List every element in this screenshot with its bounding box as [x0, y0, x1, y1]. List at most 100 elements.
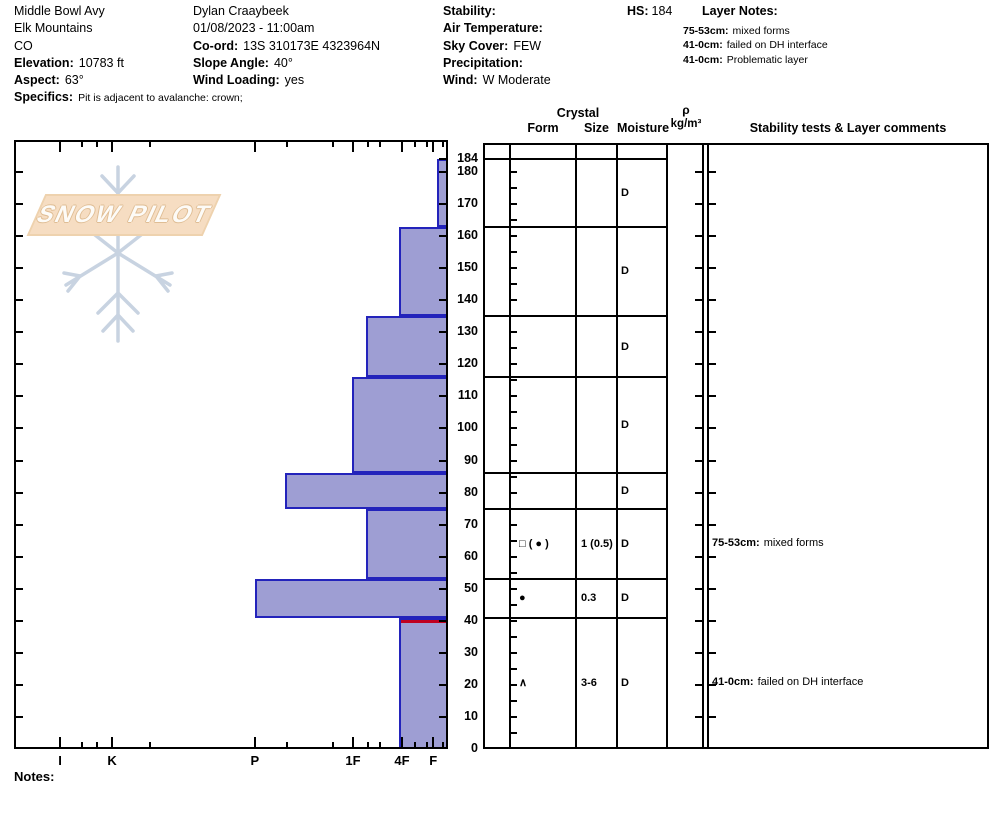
layer-bar-135-116cm — [365, 316, 448, 378]
notes-label: Notes: — [14, 769, 55, 784]
moisture-cell-0: D — [621, 186, 629, 199]
density-column-depth-tick — [695, 459, 702, 462]
density-column-depth-tick — [695, 395, 702, 398]
y-axis-label-0: 0 — [471, 741, 478, 755]
form-column-depth-tick — [511, 475, 517, 478]
moisture-cell-4: D — [621, 484, 629, 497]
y-axis-label-140: 140 — [457, 292, 478, 307]
layer-boundary-line-135cm — [483, 315, 667, 318]
form-column-depth-tick — [511, 443, 517, 446]
specifics-value: Pit is adjacent to avalanche: crown; — [78, 92, 243, 105]
form-column-depth-tick — [511, 635, 517, 638]
range-text: Elk Mountains — [14, 21, 93, 36]
y-axis-label-10: 10 — [464, 708, 478, 723]
wind-label: Wind: — [443, 73, 478, 88]
stability-column-depth-tick — [709, 267, 716, 270]
density-column-depth-tick — [695, 427, 702, 430]
stability-column-depth-tick — [709, 299, 716, 302]
moisture-cell-2: D — [621, 340, 629, 353]
layer-comment-text: failed on DH interface — [757, 676, 864, 689]
layer-note-range: 41-0cm: — [683, 39, 723, 52]
y-axis-label-90: 90 — [464, 452, 478, 467]
layer-note: 41-0cm: failed on DH interface — [683, 38, 828, 52]
y-axis-label-150: 150 — [457, 260, 478, 275]
layer-comment-7: 41-0cm: failed on DH interface — [712, 676, 863, 689]
density-column-depth-tick — [695, 587, 702, 590]
hardness-minor-tick — [148, 142, 151, 147]
density-column-depth-tick — [695, 299, 702, 302]
hardness-minor-tick — [367, 742, 370, 747]
hardness-minor-tick — [378, 142, 381, 147]
y-axis-label-30: 30 — [464, 644, 478, 659]
air-temp-row: Air Temperature: — [443, 20, 551, 37]
size-column-header: Size — [583, 121, 609, 135]
wind-loading-row: Wind Loading: yes — [193, 72, 380, 89]
stability-column-depth-tick — [709, 235, 716, 238]
observer-text: Dylan Craaybeek — [193, 4, 289, 18]
table-top-line — [483, 143, 988, 145]
crystal-column-header: Crystal — [556, 106, 600, 120]
x-axis-label-F: F — [429, 753, 438, 768]
hardness-minor-tick — [95, 742, 98, 747]
depth-tick — [439, 203, 446, 206]
hs-value: 184 — [651, 4, 673, 18]
layer-note: 41-0cm: Problematic layer — [683, 53, 828, 67]
hardness-major-tick — [59, 142, 61, 152]
stability-column-depth-tick — [709, 619, 716, 622]
moisture-cell-6: D — [621, 592, 629, 605]
layer-boundary-line-41cm — [483, 616, 667, 619]
stability-column-depth-tick — [709, 427, 716, 430]
density-column-depth-tick — [695, 363, 702, 366]
depth-tick — [16, 459, 23, 462]
table-bottom-line — [483, 747, 988, 749]
form-column-depth-tick — [511, 427, 517, 430]
layer-note: 75-53cm: mixed forms — [683, 24, 828, 38]
datetime-text: 01/08/2023 - 11:00am — [193, 21, 315, 36]
table-column-line — [707, 143, 709, 749]
form-column-depth-tick — [511, 411, 517, 414]
moisture-column-header: Moisture — [617, 121, 670, 135]
wind-loading-label: Wind Loading: — [193, 73, 280, 88]
x-axis-label-P: P — [250, 753, 260, 768]
depth-tick — [16, 363, 23, 366]
moisture-cell-1: D — [621, 265, 629, 278]
hardness-major-tick — [253, 142, 256, 152]
hardness-minor-tick — [367, 142, 370, 147]
form-column-depth-tick — [511, 171, 517, 174]
stability-column-depth-tick — [709, 171, 716, 174]
depth-tick — [16, 715, 23, 718]
hardness-minor-tick — [81, 742, 84, 747]
stability-column-depth-tick — [709, 683, 716, 686]
density-column-depth-tick — [695, 235, 702, 238]
weather-block: Stability: Air Temperature: Sky Cover: FE… — [443, 3, 551, 89]
table-column-line — [483, 143, 485, 749]
density-symbol-header: ρ — [682, 103, 690, 117]
stability-column-depth-tick — [709, 491, 716, 494]
depth-tick — [16, 171, 23, 174]
stability-column-depth-tick — [709, 555, 716, 558]
hardness-minor-tick — [285, 142, 288, 147]
form-column-depth-tick — [511, 379, 517, 382]
problematic-layer-flag — [400, 619, 446, 623]
layer-bar-163-135cm — [398, 226, 448, 317]
y-axis-label-20: 20 — [464, 676, 478, 691]
y-axis-label-110: 110 — [457, 388, 478, 403]
slope-angle-label: Slope Angle: — [193, 55, 269, 70]
layer-boundary-line-163cm — [483, 225, 667, 228]
aspect-label: Aspect: — [14, 73, 60, 88]
x-axis-label-K: K — [107, 753, 117, 768]
y-axis-label-170: 170 — [457, 196, 478, 211]
hardness-major-tick — [400, 142, 403, 152]
wind-row: Wind: W Moderate — [443, 72, 551, 89]
grain-size-cell-6: 0.3 — [581, 592, 597, 605]
form-column-depth-tick — [511, 491, 517, 494]
hs-block: HS: 184 — [627, 3, 672, 20]
form-column-depth-tick — [511, 267, 517, 270]
layer-note-range: 41-0cm: — [683, 53, 723, 66]
chart-frame — [14, 140, 448, 749]
wind-value: W Moderate — [482, 73, 551, 88]
observation-block: Dylan Craaybeek 01/08/2023 - 11:00am Co-… — [193, 3, 380, 89]
sky-cover-row: Sky Cover: FEW — [443, 38, 551, 55]
stability-column-depth-tick — [709, 363, 716, 366]
